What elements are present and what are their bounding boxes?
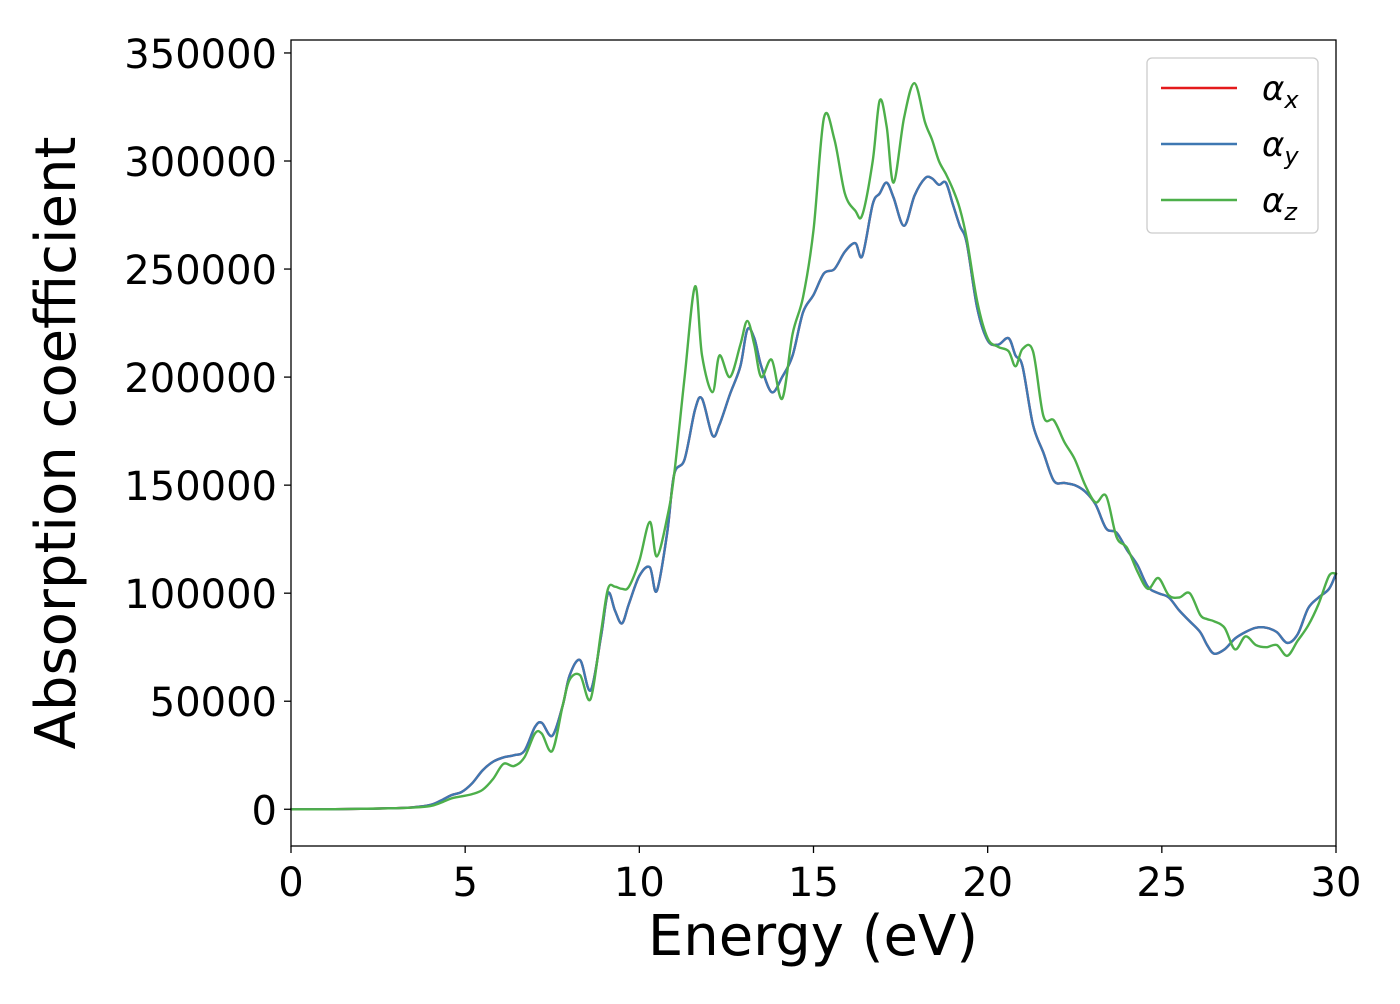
y-tick-label: 350000 [124,32,277,78]
y-axis-label: Absorption coefficient [24,137,89,750]
series-line-z [289,82,1338,811]
legend-label-z: αz [1262,181,1298,226]
x-tick-label: 25 [1136,860,1187,906]
legend-box [1146,57,1319,234]
x-axis-label: Energy (eV) [648,904,978,969]
y-axis: 0 50000 100000 150000 200000 250000 300000 3500… [124,32,291,834]
y-tick-label: 50000 [150,680,277,726]
x-tick-label: 30 [1311,860,1362,906]
y-tick-label: 250000 [124,248,277,294]
x-tick-label: 5 [452,860,477,906]
x-tick-label: 10 [614,860,665,906]
x-tick-label: 15 [788,860,839,906]
y-tick-label: 200000 [124,356,277,402]
x-axis: 0 5 10 15 20 25 30 [278,846,1361,906]
x-tick-label: 0 [278,860,303,906]
legend: αx αy αz [1146,57,1319,234]
x-tick-label: 20 [962,860,1013,906]
y-tick-label: 0 [252,788,277,834]
series-line-y [289,175,1338,811]
y-tick-label: 150000 [124,464,277,510]
y-tick-label: 100000 [124,572,277,618]
series-layer [289,82,1338,811]
y-tick-label: 300000 [124,140,277,186]
legend-label-y: αy [1262,125,1299,170]
legend-label-x: αx [1262,69,1299,114]
